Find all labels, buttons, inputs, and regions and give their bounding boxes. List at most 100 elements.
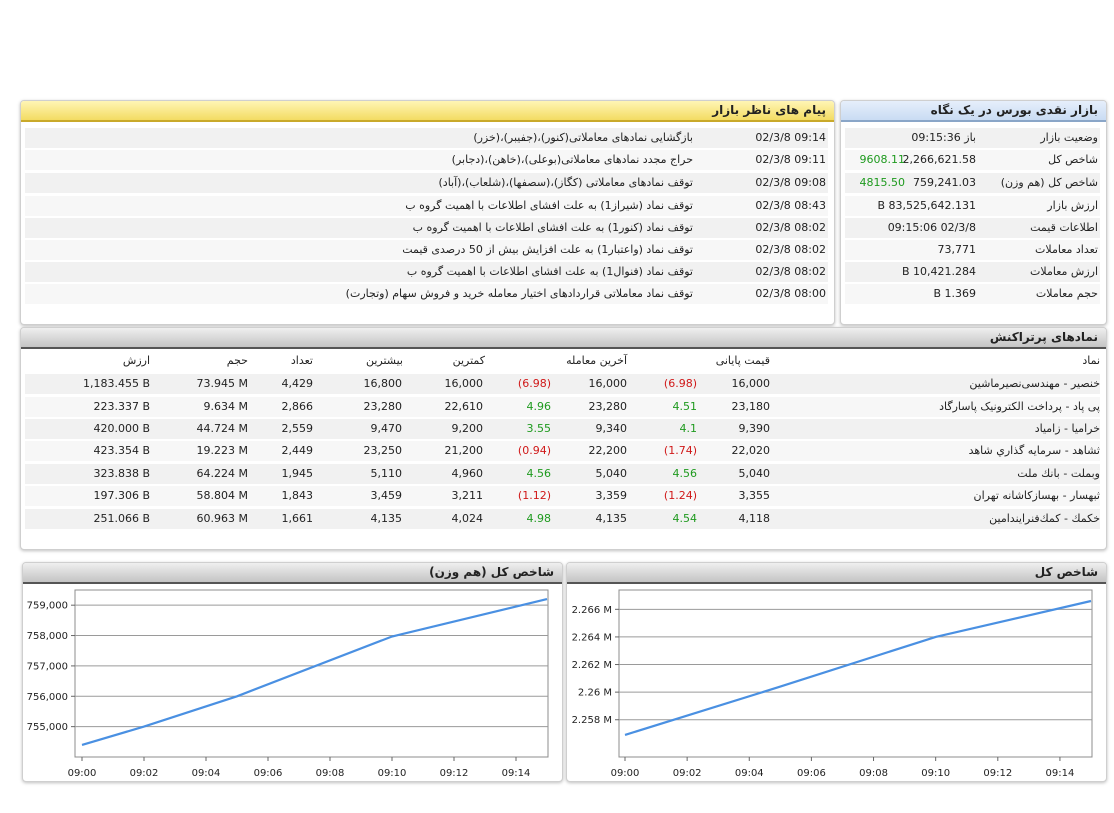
symbol-cell: 4,135 (595, 512, 628, 525)
column-header: قیمت پایانی (715, 354, 770, 367)
messages-header: پیام های ناظر بازار (21, 101, 834, 122)
message-text: حراج مجدد نمادهای معاملاتی(بوعلی)،(خاهن)… (451, 153, 693, 166)
symbol-cell: 23,250 (363, 444, 403, 457)
symbol-cell: 9,470 (370, 422, 403, 435)
symbol-cell: 251.066 B (93, 512, 150, 525)
symbol-name: خراميا - زامياد (1034, 422, 1100, 435)
summary-value: 759,241.03 (913, 176, 976, 189)
symbol-cell: 4,024 (451, 512, 484, 525)
symbol-cell: 3,359 (595, 489, 628, 502)
summary-value: 1.369 B (933, 287, 976, 300)
symbol-row (25, 509, 1100, 529)
message-time: 02/3/8 09:11 (755, 153, 826, 166)
symbol-cell: (6.98) (663, 377, 697, 390)
symbol-cell: 2,449 (281, 444, 314, 457)
summary-row (845, 284, 1100, 304)
symbol-cell: 420.000 B (93, 422, 150, 435)
symbol-cell: 16,000 (444, 377, 484, 390)
message-row (25, 128, 828, 148)
message-time: 02/3/8 09:14 (755, 131, 826, 144)
symbol-cell: (6.98) (517, 377, 551, 390)
summary-label: ارزش بازار (1047, 199, 1098, 212)
summary-value: 10,421.284 B (901, 265, 976, 278)
symbol-cell: 223.337 B (93, 400, 150, 413)
symbol-name: خكمك - كمك‌فنرايندامين (989, 512, 1100, 525)
summary-label: شاخص کل (1048, 153, 1098, 166)
symbol-row (25, 419, 1100, 439)
symbol-cell: 5,110 (370, 467, 403, 480)
symbol-cell: 4.56 (526, 467, 552, 480)
symbol-cell: 4,429 (281, 377, 314, 390)
symbol-cell: 1,661 (281, 512, 314, 525)
column-header: کمترین (452, 354, 485, 367)
symbol-row (25, 464, 1100, 484)
symbol-cell: 16,800 (363, 377, 403, 390)
summary-row (845, 150, 1100, 170)
symbol-row (25, 441, 1100, 461)
chart-panel: شاخص کل (566, 562, 1107, 782)
symbol-cell: 23,280 (363, 400, 403, 413)
symbol-cell: 23,280 (588, 400, 628, 413)
symbol-name: ثشاهد - سرمايه گذاري شاهد (968, 444, 1100, 457)
column-header: تعداد (290, 354, 313, 367)
summary-value: 83,525,642.131 B (877, 199, 976, 212)
message-text: توقف نماد (کنور1) به علت افشای اطلاعات ب… (412, 221, 693, 234)
message-time: 02/3/8 08:02 (755, 221, 826, 234)
symbol-cell: 21,200 (444, 444, 484, 457)
message-text: توقف نماد (شیراز1) به علت افشای اطلاعات … (405, 199, 693, 212)
message-text: توقف نماد (فنوال1) به علت افشای اطلاعات … (406, 265, 693, 278)
symbol-cell: 4.98 (526, 512, 552, 525)
summary-change: 4815.50 (859, 176, 906, 189)
symbol-cell: 4,135 (370, 512, 403, 525)
symbol-cell: 9,390 (738, 422, 771, 435)
summary-value: باز 09:15:36 (911, 131, 976, 144)
symbol-row (25, 486, 1100, 506)
symbol-cell: 197.306 B (93, 489, 150, 502)
summary-header: بازار نقدی بورس در یک نگاه (841, 101, 1106, 122)
symbol-cell: 44.724 M (196, 422, 248, 435)
symbol-cell: 9,200 (451, 422, 484, 435)
message-row (25, 196, 828, 216)
symbol-cell: 22,020 (731, 444, 771, 457)
symbol-cell: 4.1 (679, 422, 698, 435)
summary-row (845, 173, 1100, 193)
symbol-cell: 4.96 (526, 400, 552, 413)
message-time: 02/3/8 08:02 (755, 243, 826, 256)
chart-header: شاخص کل (هم وزن) (23, 563, 562, 584)
symbol-cell: (0.94) (517, 444, 551, 457)
message-time: 02/3/8 08:43 (755, 199, 826, 212)
message-time: 02/3/8 09:08 (755, 176, 826, 189)
symbol-cell: 23,180 (731, 400, 771, 413)
summary-change: 9608.11 (859, 153, 906, 166)
message-time: 02/3/8 08:00 (755, 287, 826, 300)
summary-value: 73,771 (937, 243, 977, 256)
symbol-cell: 60.963 M (196, 512, 248, 525)
symbol-name: وبملت - بانك ملت (1017, 467, 1100, 480)
summary-label: حجم معاملات (1035, 287, 1098, 300)
symbol-name: پی پاد - پرداخت الکترونیک پاسارگاد (939, 400, 1100, 413)
message-time: 02/3/8 08:02 (755, 265, 826, 278)
symbol-cell: 16,000 (731, 377, 771, 390)
symbol-cell: 1,945 (281, 467, 314, 480)
symbol-cell: 5,040 (595, 467, 628, 480)
summary-label: وضعیت بازار (1040, 131, 1098, 144)
symbol-cell: 2,866 (281, 400, 314, 413)
symbol-cell: 5,040 (738, 467, 771, 480)
message-row (25, 284, 828, 304)
messages-title: پیام های ناظر بازار (712, 103, 826, 117)
summary-row (845, 196, 1100, 216)
symbol-cell: 4,960 (451, 467, 484, 480)
chart-header: شاخص کل (567, 563, 1106, 584)
symbol-cell: (1.12) (517, 489, 551, 502)
symbol-cell: 423.354 B (93, 444, 150, 457)
symbol-cell: 16,000 (588, 377, 628, 390)
summary-label: تعداد معاملات (1035, 243, 1098, 256)
symbol-name: خنصیر - مهندسی‌نصیرماشین (969, 377, 1100, 390)
symbol-row (25, 397, 1100, 417)
symbol-cell: 4,118 (738, 512, 771, 525)
chart-title: شاخص کل (هم وزن) (429, 565, 554, 579)
symbol-cell: 4.51 (672, 400, 698, 413)
symbol-cell: 1,183.455 B (82, 377, 150, 390)
summary-label: ارزش معاملات (1030, 265, 1098, 278)
